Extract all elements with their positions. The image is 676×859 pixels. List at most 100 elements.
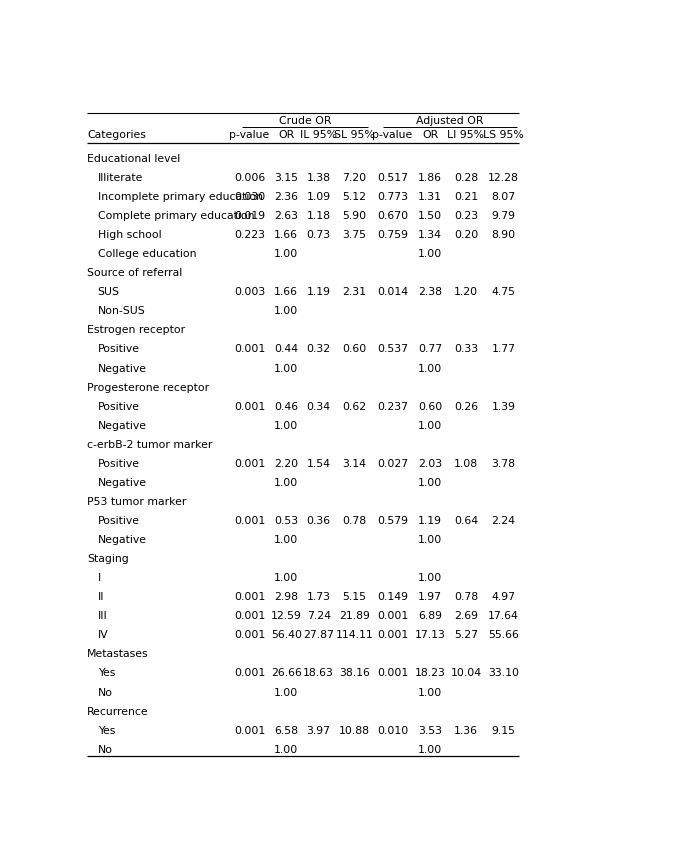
Text: P53 tumor marker: P53 tumor marker — [87, 497, 187, 507]
Text: Negative: Negative — [97, 363, 147, 374]
Text: 3.78: 3.78 — [491, 459, 516, 469]
Text: 1.39: 1.39 — [491, 402, 516, 411]
Text: 27.87: 27.87 — [304, 631, 334, 640]
Text: 2.24: 2.24 — [491, 516, 516, 526]
Text: 0.60: 0.60 — [418, 402, 442, 411]
Text: 4.97: 4.97 — [491, 592, 516, 602]
Text: Negative: Negative — [97, 421, 147, 430]
Text: 0.773: 0.773 — [377, 192, 408, 202]
Text: 0.001: 0.001 — [234, 592, 265, 602]
Text: 1.97: 1.97 — [418, 592, 442, 602]
Text: 0.001: 0.001 — [234, 516, 265, 526]
Text: 1.50: 1.50 — [418, 211, 442, 221]
Text: III: III — [97, 612, 107, 621]
Text: 1.00: 1.00 — [418, 478, 442, 488]
Text: I: I — [97, 573, 101, 583]
Text: 3.14: 3.14 — [342, 459, 366, 469]
Text: 10.88: 10.88 — [339, 726, 370, 735]
Text: 1.66: 1.66 — [274, 230, 298, 241]
Text: 3.15: 3.15 — [274, 173, 298, 183]
Text: 1.00: 1.00 — [418, 535, 442, 545]
Text: IV: IV — [97, 631, 108, 640]
Text: 1.54: 1.54 — [307, 459, 331, 469]
Text: 0.001: 0.001 — [234, 631, 265, 640]
Text: Yes: Yes — [97, 726, 115, 735]
Text: 0.003: 0.003 — [234, 287, 265, 297]
Text: 1.34: 1.34 — [418, 230, 442, 241]
Text: 1.08: 1.08 — [454, 459, 478, 469]
Text: 1.00: 1.00 — [274, 307, 298, 316]
Text: 18.23: 18.23 — [415, 668, 445, 679]
Text: 0.44: 0.44 — [274, 344, 298, 355]
Text: 1.19: 1.19 — [418, 516, 442, 526]
Text: 0.001: 0.001 — [377, 612, 408, 621]
Text: 12.59: 12.59 — [271, 612, 301, 621]
Text: 5.12: 5.12 — [342, 192, 366, 202]
Text: 0.001: 0.001 — [234, 612, 265, 621]
Text: 3.75: 3.75 — [342, 230, 366, 241]
Text: Staging: Staging — [87, 554, 129, 564]
Text: 33.10: 33.10 — [488, 668, 519, 679]
Text: SL 95%: SL 95% — [334, 130, 375, 140]
Text: Negative: Negative — [97, 535, 147, 545]
Text: LI 95%: LI 95% — [448, 130, 485, 140]
Text: 0.23: 0.23 — [454, 211, 478, 221]
Text: 0.001: 0.001 — [234, 668, 265, 679]
Text: 0.60: 0.60 — [342, 344, 366, 355]
Text: High school: High school — [97, 230, 161, 241]
Text: Illiterate: Illiterate — [97, 173, 143, 183]
Text: 2.63: 2.63 — [274, 211, 298, 221]
Text: II: II — [97, 592, 104, 602]
Text: 0.20: 0.20 — [454, 230, 478, 241]
Text: 7.20: 7.20 — [342, 173, 366, 183]
Text: 0.237: 0.237 — [377, 402, 408, 411]
Text: 0.77: 0.77 — [418, 344, 442, 355]
Text: 1.73: 1.73 — [307, 592, 331, 602]
Text: 0.73: 0.73 — [307, 230, 331, 241]
Text: 26.66: 26.66 — [271, 668, 301, 679]
Text: 1.00: 1.00 — [418, 249, 442, 259]
Text: 2.98: 2.98 — [274, 592, 298, 602]
Text: 0.001: 0.001 — [234, 726, 265, 735]
Text: Progesterone receptor: Progesterone receptor — [87, 382, 210, 393]
Text: Positive: Positive — [97, 402, 140, 411]
Text: Positive: Positive — [97, 459, 140, 469]
Text: 2.31: 2.31 — [342, 287, 366, 297]
Text: p-value: p-value — [229, 130, 270, 140]
Text: Crude OR: Crude OR — [279, 116, 331, 126]
Text: 0.027: 0.027 — [377, 459, 408, 469]
Text: 114.11: 114.11 — [335, 631, 373, 640]
Text: 1.36: 1.36 — [454, 726, 478, 735]
Text: 1.00: 1.00 — [418, 687, 442, 698]
Text: 0.32: 0.32 — [307, 344, 331, 355]
Text: 1.00: 1.00 — [274, 249, 298, 259]
Text: 0.019: 0.019 — [234, 211, 265, 221]
Text: 0.78: 0.78 — [454, 592, 478, 602]
Text: 1.09: 1.09 — [307, 192, 331, 202]
Text: 2.38: 2.38 — [418, 287, 442, 297]
Text: Estrogen receptor: Estrogen receptor — [87, 326, 185, 335]
Text: 1.00: 1.00 — [418, 363, 442, 374]
Text: 2.20: 2.20 — [274, 459, 298, 469]
Text: Positive: Positive — [97, 516, 140, 526]
Text: 0.34: 0.34 — [307, 402, 331, 411]
Text: 18.63: 18.63 — [304, 668, 334, 679]
Text: p-value: p-value — [372, 130, 412, 140]
Text: 0.579: 0.579 — [377, 516, 408, 526]
Text: 1.00: 1.00 — [418, 421, 442, 430]
Text: 0.001: 0.001 — [234, 344, 265, 355]
Text: 0.36: 0.36 — [307, 516, 331, 526]
Text: OR: OR — [422, 130, 439, 140]
Text: Incomplete primary education: Incomplete primary education — [97, 192, 262, 202]
Text: c-erbB-2 tumor marker: c-erbB-2 tumor marker — [87, 440, 212, 450]
Text: 0.26: 0.26 — [454, 402, 478, 411]
Text: 0.670: 0.670 — [377, 211, 408, 221]
Text: 12.28: 12.28 — [488, 173, 519, 183]
Text: 3.53: 3.53 — [418, 726, 442, 735]
Text: 55.66: 55.66 — [488, 631, 519, 640]
Text: Educational level: Educational level — [87, 154, 180, 164]
Text: 0.001: 0.001 — [234, 459, 265, 469]
Text: 6.58: 6.58 — [274, 726, 298, 735]
Text: 8.07: 8.07 — [491, 192, 516, 202]
Text: 0.64: 0.64 — [454, 516, 478, 526]
